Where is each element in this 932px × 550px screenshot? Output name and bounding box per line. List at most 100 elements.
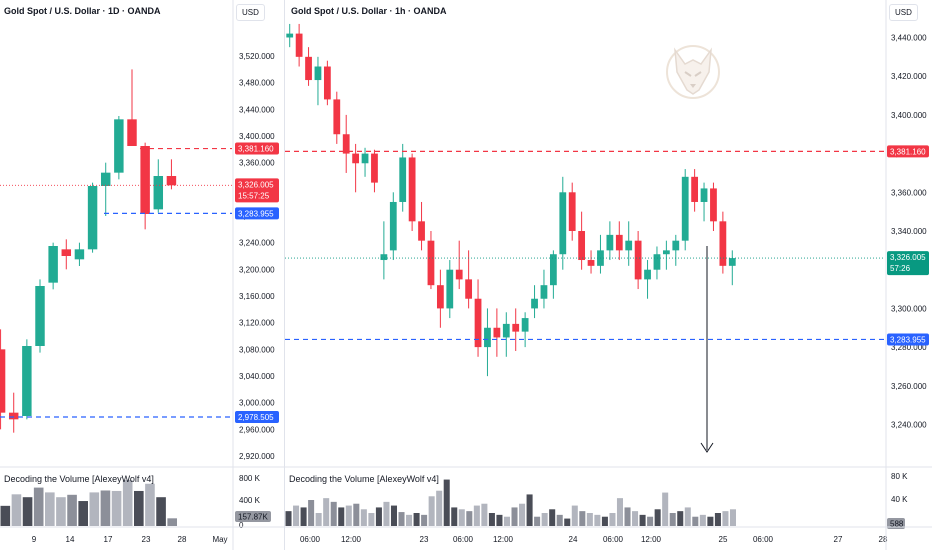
candle-body bbox=[35, 286, 45, 346]
time-tick-label: 28 bbox=[879, 535, 888, 544]
candle-body bbox=[361, 153, 369, 164]
volume-bar bbox=[722, 511, 729, 526]
volume-bar bbox=[564, 518, 571, 526]
candle-body bbox=[484, 327, 491, 348]
time-tick-label: 14 bbox=[66, 535, 75, 544]
candle-body bbox=[436, 285, 444, 309]
volume-bar bbox=[353, 503, 360, 526]
hourly-chart-title: Gold Spot / U.S. Dollar · 1h · OANDA bbox=[289, 6, 449, 16]
down-arrow-head-icon bbox=[700, 442, 714, 453]
volume-bar bbox=[519, 503, 526, 526]
price-badge bbox=[887, 251, 929, 276]
candle-body bbox=[314, 66, 322, 81]
volume-bar bbox=[56, 497, 66, 526]
volume-bar bbox=[100, 490, 111, 526]
volume-bar bbox=[473, 505, 480, 526]
candle-body bbox=[681, 176, 689, 241]
hourly-chart-canvas[interactable]: 3,440.0003,420.0003,400.0003,380.0003,36… bbox=[285, 0, 932, 550]
volume-bar bbox=[134, 490, 144, 526]
volume-bar bbox=[571, 505, 578, 526]
volume-bar bbox=[285, 511, 292, 526]
candle-body bbox=[333, 99, 341, 135]
price-tick-label: 3,040.000 bbox=[239, 372, 275, 381]
candle-body bbox=[418, 221, 425, 241]
price-tick-label: 3,000.000 bbox=[239, 399, 275, 408]
price-badge-timer: 15:57:25 bbox=[238, 191, 270, 200]
daily-chart-title: Gold Spot / U.S. Dollar · 1D · OANDA bbox=[2, 6, 163, 16]
price-tick-label: 3,340.000 bbox=[891, 227, 927, 236]
candle-body bbox=[22, 346, 32, 416]
volume-bar bbox=[383, 501, 390, 526]
daily-volume-indicator-title[interactable]: Decoding the Volume [AlexeyWolf v4] bbox=[4, 474, 154, 484]
price-tick-label: 2,920.000 bbox=[239, 452, 275, 461]
volume-bar bbox=[89, 492, 100, 526]
candle-body bbox=[305, 56, 312, 81]
volume-bar bbox=[556, 514, 563, 526]
volume-bar bbox=[413, 513, 420, 526]
price-badge-label: 3,283.955 bbox=[890, 335, 926, 344]
volume-bar bbox=[624, 507, 631, 526]
volume-bar bbox=[534, 516, 541, 526]
volume-tick-label: 40 K bbox=[891, 495, 908, 504]
hourly-chart-panel[interactable]: 3,440.0003,420.0003,400.0003,380.0003,36… bbox=[284, 0, 932, 550]
price-badge bbox=[235, 142, 279, 155]
volume-bar bbox=[549, 509, 556, 526]
candle-body bbox=[672, 240, 680, 251]
price-tick-label: 3,420.000 bbox=[891, 72, 927, 81]
candle-body bbox=[295, 33, 303, 57]
price-tick-label: 3,480.000 bbox=[239, 79, 275, 88]
price-tick-label: 3,240.000 bbox=[891, 421, 927, 430]
candle-body bbox=[700, 188, 708, 202]
price-badge-label: 2,978.505 bbox=[238, 413, 274, 422]
price-tick-label: 3,080.000 bbox=[239, 345, 275, 354]
candle-body bbox=[100, 172, 111, 186]
candle-body bbox=[166, 176, 177, 186]
hourly-currency-button[interactable]: USD bbox=[889, 4, 918, 21]
daily-currency-button[interactable]: USD bbox=[236, 4, 265, 21]
candle-body bbox=[559, 192, 567, 255]
price-badge-label: 3,326.005 bbox=[890, 253, 926, 262]
volume-bar bbox=[466, 511, 473, 526]
price-tick-label: 3,260.000 bbox=[891, 382, 927, 391]
price-tick-label: 3,400.000 bbox=[891, 111, 927, 120]
candle-body bbox=[512, 323, 520, 332]
price-tick-label: 3,440.000 bbox=[891, 33, 927, 42]
candle-body bbox=[380, 254, 388, 261]
volume-tick-label: 80 K bbox=[891, 472, 908, 481]
hourly-volume-indicator-title[interactable]: Decoding the Volume [AlexeyWolf v4] bbox=[289, 474, 439, 484]
candle-body bbox=[493, 327, 501, 338]
candle-body bbox=[710, 188, 717, 222]
candle-body bbox=[455, 269, 463, 280]
daily-chart-panel[interactable]: 3,520.000 3,480.000 3,440.000 3,400.000 3,36… bbox=[0, 0, 284, 550]
volume-bar bbox=[33, 487, 44, 526]
price-tick-label: 3,120.000 bbox=[239, 319, 275, 328]
candle-body bbox=[153, 176, 164, 210]
price-badge bbox=[235, 178, 279, 203]
volume-bar bbox=[541, 513, 548, 526]
volume-bar bbox=[647, 516, 654, 526]
volume-bar bbox=[308, 500, 315, 526]
volume-group bbox=[285, 479, 736, 526]
candle-body bbox=[446, 269, 454, 309]
volume-bar bbox=[421, 514, 428, 526]
candle-body bbox=[625, 240, 633, 251]
candle-body bbox=[606, 234, 614, 251]
volume-tick-label: 400 K bbox=[239, 496, 261, 505]
time-tick-label: 23 bbox=[420, 535, 429, 544]
candle-body bbox=[578, 231, 586, 261]
candle-body bbox=[719, 221, 727, 266]
price-badge-timer: 57:26 bbox=[890, 264, 911, 273]
volume-bar bbox=[78, 501, 88, 526]
volume-bar bbox=[345, 505, 352, 526]
candle-body bbox=[568, 192, 576, 231]
volume-bar bbox=[167, 518, 177, 526]
volume-bar bbox=[609, 513, 616, 526]
volume-bar bbox=[451, 507, 458, 526]
candle-body bbox=[342, 134, 350, 154]
volume-bar bbox=[526, 494, 533, 526]
volume-bar bbox=[428, 496, 435, 526]
volume-bar bbox=[323, 498, 330, 526]
daily-chart-canvas[interactable]: 3,520.000 3,480.000 3,440.000 3,400.000 3,36… bbox=[0, 0, 284, 550]
candle-body bbox=[587, 260, 595, 266]
volume-bar bbox=[594, 514, 601, 526]
